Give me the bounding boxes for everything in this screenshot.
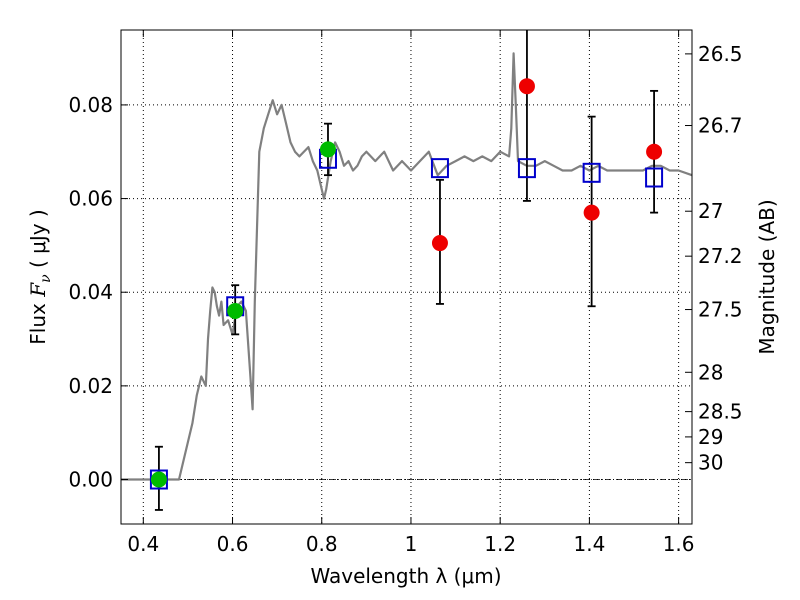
x-tick-label: 1.4 <box>573 532 605 556</box>
right-tick-label: 26.5 <box>698 42 743 66</box>
observed-point <box>227 302 244 319</box>
y-tick-label: 0.06 <box>68 187 113 211</box>
x-tick-label: 0.8 <box>306 532 338 556</box>
grid <box>121 30 692 524</box>
x-axis-label: Wavelength λ (μm) <box>310 564 501 588</box>
right-tick-label: 28 <box>698 360 723 384</box>
model-sed-layer <box>121 52 693 481</box>
x-tick-label: 1.6 <box>663 532 695 556</box>
error-bars <box>154 30 659 511</box>
right-tick-label: 27 <box>698 199 723 223</box>
observed-point <box>150 471 167 488</box>
observed-point <box>319 141 336 158</box>
observed-points <box>150 78 663 488</box>
observed-point <box>518 78 535 95</box>
y-tick-label: 0.02 <box>68 374 113 398</box>
y-tick-label: 0.00 <box>68 468 113 492</box>
y-tick-label: 0.04 <box>68 280 113 304</box>
y-axis-label: Flux Fν ( μJy ) <box>26 209 54 344</box>
right-axis-label: Magnitude (AB) <box>755 199 779 354</box>
plot-frame <box>120 29 693 525</box>
observed-point <box>583 204 600 221</box>
right-tick-label: 26.7 <box>698 114 743 138</box>
y-tick-label: 0.08 <box>68 93 113 117</box>
x-tick-label: 1 <box>405 532 418 556</box>
synthetic-square <box>430 158 449 179</box>
x-tick-label: 0.4 <box>127 532 159 556</box>
synthetic-square <box>582 162 601 183</box>
right-tick-label: 28.5 <box>698 400 743 424</box>
synthetic-square <box>645 167 664 188</box>
synthetic-points <box>149 148 664 490</box>
right-tick-label: 30 <box>698 451 723 475</box>
right-tick-label: 27.5 <box>698 298 743 322</box>
x-tick-label: 1.2 <box>484 532 516 556</box>
observed-point <box>646 143 663 160</box>
ticks: 0.4 0.6 0.8 1 1.2 1.4 1.6 0.00 0.02 0.04 0.06 0.08 2… <box>68 30 743 556</box>
right-tick-label: 29 <box>698 425 723 449</box>
synthetic-square <box>517 158 536 179</box>
x-tick-label: 0.6 <box>217 532 249 556</box>
model-sed-line <box>121 52 693 481</box>
right-tick-label: 27.2 <box>698 244 743 268</box>
observed-point <box>431 235 448 252</box>
